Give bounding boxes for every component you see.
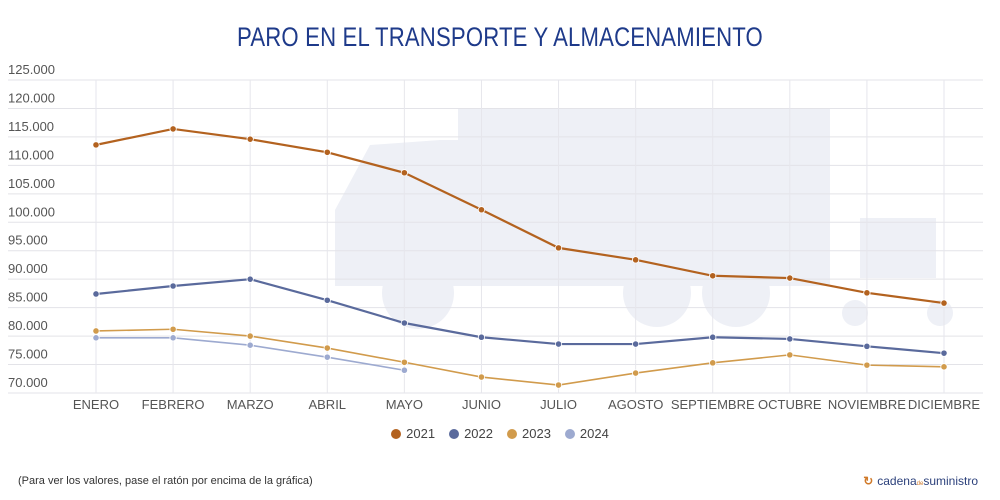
data-point-2022[interactable]: [940, 349, 948, 357]
data-point-2021[interactable]: [477, 206, 486, 214]
x-tick-label: DICIEMBRE: [908, 397, 981, 412]
y-tick-label: 120.000: [8, 90, 55, 105]
data-point-2022[interactable]: [400, 319, 408, 327]
data-point-2022[interactable]: [786, 335, 794, 343]
x-tick-label: JUNIO: [462, 397, 501, 412]
y-tick-label: 125.000: [8, 62, 55, 77]
data-point-2021[interactable]: [554, 244, 563, 252]
data-point-2024[interactable]: [92, 334, 100, 342]
legend-label: 2023: [522, 426, 551, 441]
x-tick-label: NOVIEMBRE: [828, 397, 906, 412]
x-tick-label: ABRIL: [308, 397, 346, 412]
data-point-2022[interactable]: [709, 333, 717, 341]
data-point-2022[interactable]: [554, 340, 563, 348]
legend-label: 2024: [579, 426, 609, 441]
data-point-2024[interactable]: [169, 334, 177, 342]
legend-label: 2021: [406, 426, 436, 441]
data-point-2022[interactable]: [92, 290, 100, 298]
data-point-2021[interactable]: [863, 289, 871, 297]
data-point-2024[interactable]: [246, 341, 254, 349]
data-point-2021[interactable]: [786, 274, 794, 282]
data-point-2023[interactable]: [940, 363, 948, 371]
data-point-2022[interactable]: [246, 275, 254, 283]
series-line-2021: [95, 127, 945, 305]
legend-item-2023[interactable]: 2023: [507, 426, 551, 441]
data-point-2022[interactable]: [477, 333, 486, 341]
x-tick-label: OCTUBRE: [758, 397, 822, 412]
hover-note: (Para ver los valores, pase el ratón por…: [18, 475, 313, 487]
data-point-2024[interactable]: [400, 366, 408, 374]
y-tick-label: 105.000: [8, 176, 55, 191]
data-point-2021[interactable]: [92, 141, 100, 149]
data-point-2021[interactable]: [632, 256, 640, 264]
data-point-2023[interactable]: [554, 381, 563, 389]
legend-item-2024[interactable]: 2024: [564, 426, 609, 441]
data-point-2022[interactable]: [632, 340, 640, 348]
legend-item-2021[interactable]: 2021: [391, 426, 435, 441]
x-tick-label: AGOSTO: [608, 397, 663, 412]
brand-end: suministro: [923, 474, 978, 488]
data-point-2022[interactable]: [323, 296, 331, 304]
series-line-2022: [95, 278, 945, 355]
y-tick-label: 115.000: [8, 119, 54, 134]
data-point-2023[interactable]: [92, 327, 100, 335]
chart-title: PARO EN EL TRANSPORTE Y ALMACENAMIENTO: [237, 22, 763, 52]
data-point-2023[interactable]: [709, 359, 717, 367]
data-point-2021[interactable]: [169, 125, 177, 133]
data-point-2022[interactable]: [863, 342, 871, 350]
y-tick-label: 85.000: [8, 290, 48, 305]
data-point-2021[interactable]: [246, 135, 254, 143]
legend-marker: [564, 428, 575, 439]
data-point-2021[interactable]: [709, 272, 717, 280]
brand-small: de: [916, 481, 924, 487]
legend-marker: [507, 428, 517, 439]
legend: 2021 2022 2023 2024: [0, 426, 1000, 441]
y-tick-label: 110.000: [8, 147, 54, 162]
legend-marker: [449, 428, 460, 439]
x-tick-label: SEPTIEMBRE: [671, 397, 755, 412]
y-tick-label: 95.000: [8, 233, 48, 248]
data-point-2023[interactable]: [632, 369, 640, 377]
data-point-2023[interactable]: [169, 325, 177, 333]
y-tick-label: 80.000: [8, 318, 48, 333]
x-tick-label: MARZO: [227, 397, 274, 412]
x-tick-label: MAYO: [386, 397, 423, 412]
data-point-2023[interactable]: [863, 361, 871, 369]
data-point-2022[interactable]: [169, 282, 177, 290]
data-point-2024[interactable]: [323, 353, 331, 361]
y-tick-label: 90.000: [8, 261, 48, 276]
legend-label: 2022: [464, 426, 493, 441]
data-point-2023[interactable]: [477, 373, 486, 381]
y-tick-label: 75.000: [8, 347, 48, 362]
legend-marker: [391, 428, 402, 439]
truck-watermark: [335, 108, 953, 329]
data-point-2023[interactable]: [246, 332, 254, 340]
data-point-2021[interactable]: [940, 299, 948, 307]
y-tick-label: 70.000: [8, 375, 48, 390]
x-tick-label: FEBRERO: [142, 397, 205, 412]
x-tick-label: ENERO: [73, 397, 119, 412]
data-point-2021[interactable]: [323, 148, 331, 156]
x-tick-label: JULIO: [540, 397, 577, 412]
data-point-2023[interactable]: [786, 351, 794, 359]
legend-item-2022[interactable]: 2022: [449, 426, 493, 441]
series-line-2023: [95, 328, 945, 386]
brand-main: cadena: [877, 474, 917, 488]
data-point-2021[interactable]: [400, 169, 408, 177]
y-tick-label: 100.000: [8, 204, 55, 219]
data-point-2023[interactable]: [323, 344, 331, 352]
logo-icon: ↻: [863, 474, 874, 488]
brand-logo: ↻ cadenadesuministro: [863, 474, 978, 488]
data-point-2023[interactable]: [400, 358, 408, 366]
